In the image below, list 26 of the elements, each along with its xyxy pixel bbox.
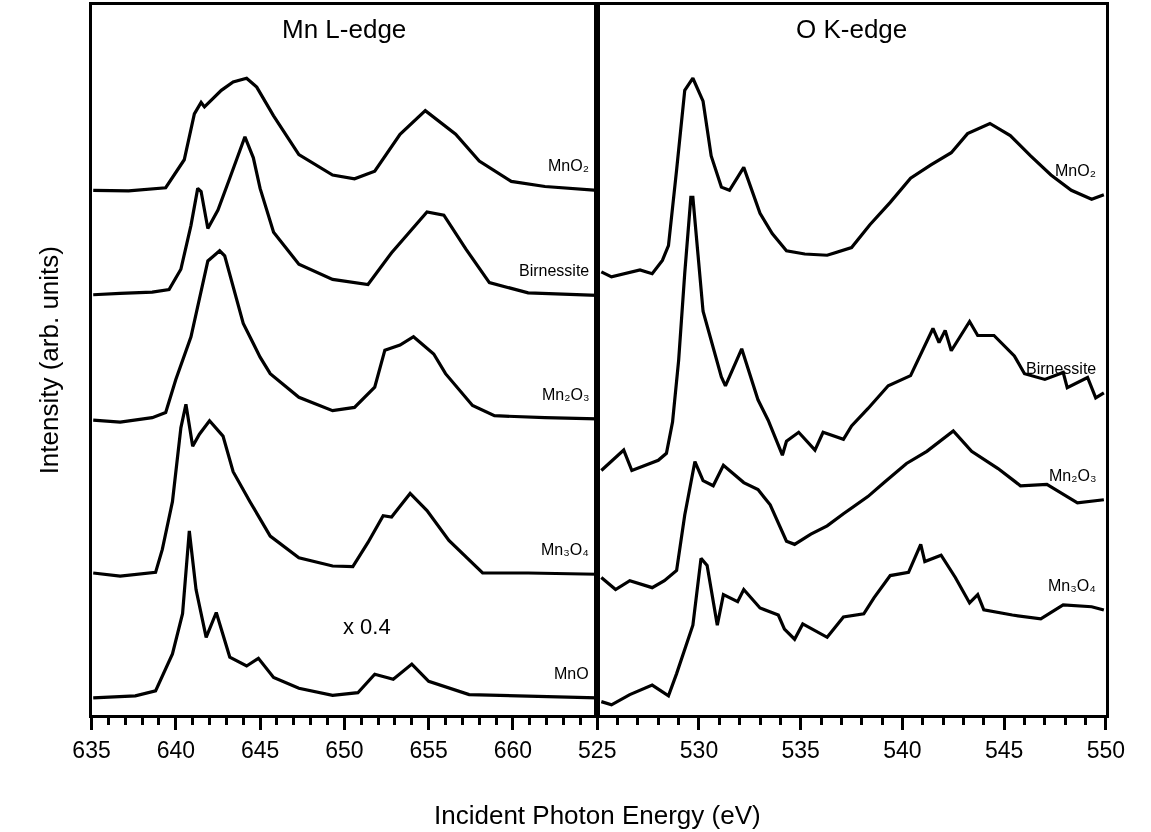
- series-label: Mn₃O₄: [541, 541, 589, 558]
- y-axis-title: Intensity (arb. units): [34, 246, 65, 475]
- x-tick-label: 650: [325, 736, 364, 763]
- x-tick-label: 525: [578, 736, 617, 763]
- annotation: x 0.4: [343, 614, 391, 639]
- chart-title: O K-edge: [796, 14, 908, 44]
- x-axis-title: Incident Photon Energy (eV): [434, 800, 761, 830]
- x-tick-label: 640: [156, 736, 195, 763]
- x-tick-label: 655: [409, 736, 448, 763]
- x-tick-label: 660: [493, 736, 533, 763]
- x-tick-label: 535: [781, 736, 820, 763]
- x-tick-label: 645: [240, 736, 280, 763]
- chart-title: Mn L-edge: [282, 14, 407, 44]
- series-label: Mn₃O₄: [1048, 577, 1096, 594]
- series-label: Mn₂O₃: [1049, 467, 1097, 484]
- x-tick-label: 540: [883, 736, 922, 763]
- series-label: Mn₂O₃: [542, 386, 590, 403]
- x-tick-label: 545: [984, 736, 1024, 763]
- series-label: Birnessite: [519, 262, 590, 279]
- x-tick-label: 635: [72, 736, 111, 763]
- x-tick-label: 530: [679, 736, 719, 763]
- series-label: MnO: [554, 665, 589, 682]
- x-tick-label: 550: [1086, 736, 1126, 763]
- series-label: MnO₂: [548, 157, 589, 174]
- series-label: MnO₂: [1055, 162, 1096, 179]
- series-label: Birnessite: [1026, 360, 1097, 377]
